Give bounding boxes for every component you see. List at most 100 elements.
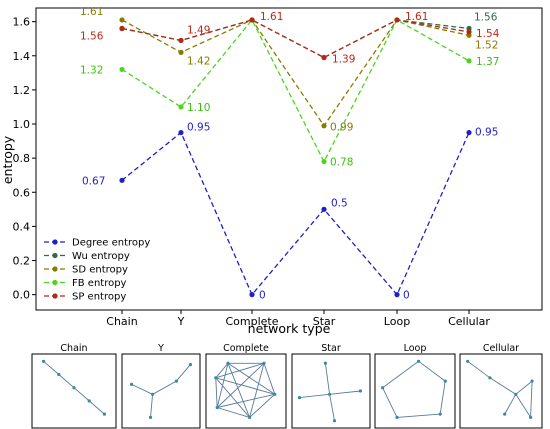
thumbnail-title: Y xyxy=(157,343,164,354)
network-node xyxy=(248,415,252,419)
network-edge xyxy=(43,360,60,375)
y-tick-label: 0.4 xyxy=(13,220,31,233)
network-edge xyxy=(530,381,533,418)
network-thumbnail: Star xyxy=(291,343,371,429)
network-node xyxy=(226,361,230,365)
data-label: 0.67 xyxy=(82,175,105,187)
network-node xyxy=(72,386,76,390)
network-edge xyxy=(227,362,276,395)
network-node xyxy=(395,415,399,419)
network-node xyxy=(102,412,106,416)
legend-entry: SP entropy xyxy=(72,292,126,303)
network-edge xyxy=(176,364,191,382)
network-node xyxy=(262,361,266,365)
network-node xyxy=(466,359,470,363)
network-edge xyxy=(249,363,265,418)
data-point xyxy=(249,17,255,23)
network-thumbnail: Cellular xyxy=(459,343,543,429)
data-label: 0.5 xyxy=(331,197,348,209)
data-point xyxy=(321,123,327,129)
network-edge xyxy=(439,381,446,415)
network-edge xyxy=(152,380,177,395)
network-edge xyxy=(88,400,105,415)
series-line xyxy=(121,19,470,127)
data-label: 1.42 xyxy=(187,55,210,67)
y-tick-label: 1.4 xyxy=(13,50,31,63)
network-node xyxy=(188,363,192,367)
network-edge xyxy=(396,413,441,418)
network-node xyxy=(358,389,362,393)
legend-entry: SD entropy xyxy=(72,265,128,276)
network-edge xyxy=(150,394,154,418)
network-edge xyxy=(515,380,533,395)
data-point xyxy=(119,177,125,183)
data-point xyxy=(321,54,327,61)
network-node xyxy=(297,396,302,400)
network-node xyxy=(130,382,134,386)
network-edge xyxy=(467,360,491,379)
network-thumbnail: Loop xyxy=(374,343,456,429)
network-node xyxy=(438,412,442,416)
network-edge xyxy=(215,362,229,379)
data-label: 1.61 xyxy=(260,11,283,23)
thumbnail-frame xyxy=(31,353,117,429)
y-tick-label: 0.0 xyxy=(13,289,31,302)
y-tick-label: 1.0 xyxy=(13,118,31,131)
network-node xyxy=(417,359,421,363)
network-edge xyxy=(227,363,251,418)
data-label: 1.56 xyxy=(80,30,104,42)
x-tick-label: Star xyxy=(313,315,336,328)
legend-entry: Degree entropy xyxy=(72,238,150,249)
network-node xyxy=(529,415,533,419)
data-label: 1.54 xyxy=(476,28,500,40)
network-edge xyxy=(73,387,90,402)
data-label: 1.37 xyxy=(476,56,499,68)
y-tick-label: 1.6 xyxy=(13,16,31,29)
data-point xyxy=(466,129,472,136)
data-label: 0.99 xyxy=(330,122,353,134)
network-edge xyxy=(418,360,446,382)
data-label: 1.61 xyxy=(405,11,428,23)
series-line xyxy=(121,18,470,163)
network-node xyxy=(381,386,385,390)
network-node xyxy=(148,415,153,419)
network-edge xyxy=(215,362,265,379)
x-tick-label: Y xyxy=(177,315,185,328)
network-node xyxy=(273,392,277,396)
legend-marker xyxy=(52,279,58,286)
data-point xyxy=(119,17,125,23)
thumbnail-frame xyxy=(121,353,201,429)
data-point xyxy=(466,29,472,35)
network-edge xyxy=(217,393,275,408)
y-tick-label: 1.2 xyxy=(13,84,31,97)
thumbnail-title: Star xyxy=(321,343,341,354)
thumbnail-title: Loop xyxy=(404,343,427,354)
network-edge xyxy=(263,363,276,395)
network-edge xyxy=(131,383,153,395)
data-label: 1.39 xyxy=(332,53,355,65)
x-tick-label: Cellular xyxy=(448,315,490,328)
network-node xyxy=(488,376,492,380)
network-node xyxy=(514,392,518,396)
network-edge xyxy=(504,394,517,415)
data-label: 0.78 xyxy=(330,157,353,169)
legend-entry: FB entropy xyxy=(72,278,127,289)
network-node xyxy=(151,392,155,396)
data-point xyxy=(178,104,184,110)
network-node xyxy=(57,372,61,377)
network-node xyxy=(328,392,332,396)
data-point xyxy=(249,292,255,298)
data-point xyxy=(466,58,472,64)
data-label: 1.56 xyxy=(474,11,498,23)
thumbnail-frame xyxy=(374,353,456,429)
data-point xyxy=(321,158,327,165)
thumbnail-title: Chain xyxy=(60,343,87,354)
y-tick-label: 0.2 xyxy=(13,255,31,268)
y-tick-label: 0.8 xyxy=(13,152,31,165)
data-point xyxy=(178,49,184,55)
data-point xyxy=(178,37,184,44)
data-label: 1.52 xyxy=(475,39,498,51)
x-tick-label: Chain xyxy=(106,315,137,328)
data-point xyxy=(321,206,327,212)
network-thumbnail: Chain xyxy=(31,343,117,429)
